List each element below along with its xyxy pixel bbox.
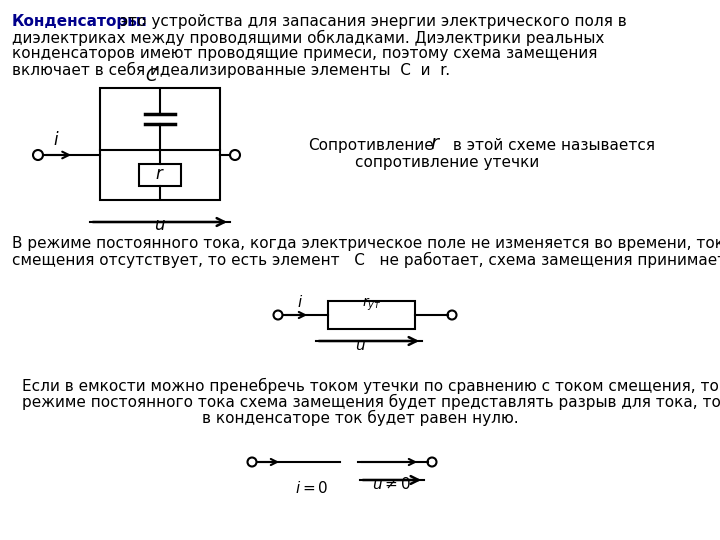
- Bar: [139, 164, 181, 186]
- Bar: [100, 88, 220, 200]
- Text: режиме постоянного тока схема замещения будет представлять разрыв для тока, то е: режиме постоянного тока схема замещения …: [22, 394, 720, 410]
- Text: в конденсаторе ток будет равен нулю.: в конденсаторе ток будет равен нулю.: [202, 410, 518, 426]
- Text: $r$: $r$: [155, 165, 165, 183]
- Text: $C$: $C$: [145, 67, 159, 85]
- Text: $r$: $r$: [430, 134, 441, 153]
- Text: $u\neq0$: $u\neq0$: [372, 476, 412, 492]
- Text: диэлектриках между проводящими обкладками. Диэлектрики реальных: диэлектриках между проводящими обкладкам…: [12, 30, 604, 46]
- Text: сопротивление утечки: сопротивление утечки: [355, 155, 539, 170]
- Text: $u$: $u$: [154, 216, 166, 234]
- Text: Если в емкости можно пренебречь током утечки по сравнению с током смещения, то в: Если в емкости можно пренебречь током ут…: [22, 378, 720, 394]
- Text: $i=0$: $i=0$: [295, 480, 329, 496]
- Text: конденсаторов имеют проводящие примеси, поэтому схема замещения: конденсаторов имеют проводящие примеси, …: [12, 46, 598, 61]
- Text: в этой схеме называется: в этой схеме называется: [448, 138, 655, 153]
- Text: Конденсаторы:: Конденсаторы:: [12, 14, 148, 29]
- Text: $i$: $i$: [53, 131, 59, 149]
- Text: $r_{ут}$: $r_{ут}$: [362, 296, 381, 313]
- Text: включает в себя идеализированные элементы  С  и  r.: включает в себя идеализированные элемент…: [12, 62, 450, 78]
- Text: В режиме постоянного тока, когда электрическое поле не изменяется во времени, то: В режиме постоянного тока, когда электри…: [12, 236, 720, 251]
- Text: $i$: $i$: [297, 294, 303, 310]
- Bar: [328, 301, 415, 329]
- Text: это устройства для запасания энергии электрического поля в: это устройства для запасания энергии эле…: [115, 14, 626, 29]
- Text: $u$: $u$: [354, 338, 366, 353]
- Text: смещения отсутствует, то есть элемент   С   не работает, схема замещения принима: смещения отсутствует, то есть элемент С …: [12, 252, 720, 268]
- Text: Сопротивление: Сопротивление: [308, 138, 433, 153]
